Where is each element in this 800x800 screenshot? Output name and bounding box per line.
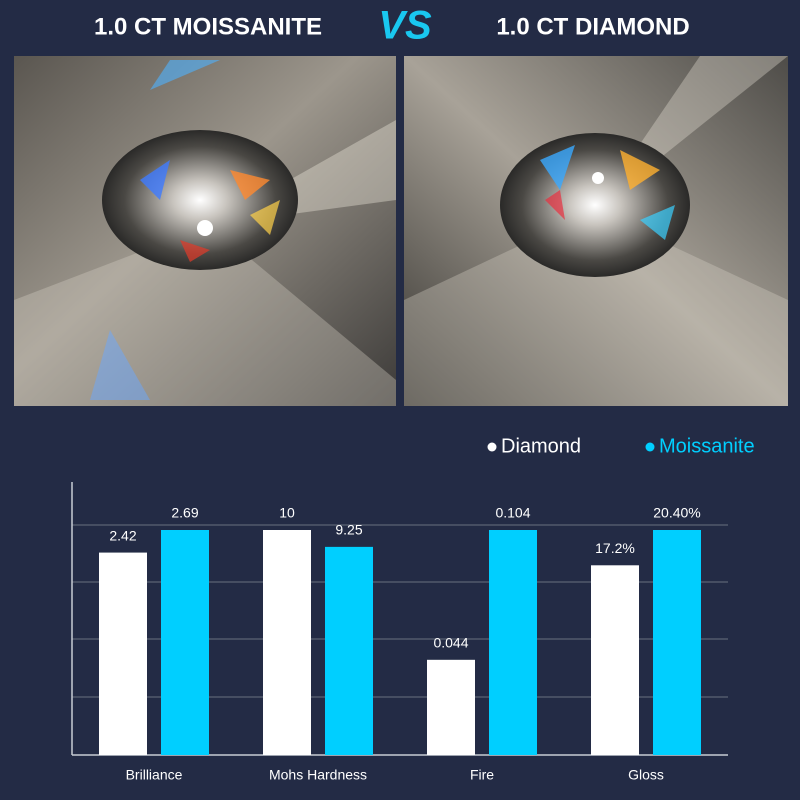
bar [263,530,311,755]
value-label: 0.044 [433,635,468,651]
legend-label: Moissanite [659,435,755,457]
bar [325,546,373,755]
bar [489,530,537,755]
x-tick-label: Brilliance [126,767,183,783]
x-tick-label: Mohs Hardness [269,767,367,783]
legend-dot [645,442,655,452]
value-label: 2.42 [109,527,136,543]
moissanite-photo [14,56,396,406]
left-title: 1.0 CT MOISSANITE [94,13,322,40]
bar [591,565,639,755]
diamond-photo [404,56,788,406]
bar [653,530,701,755]
x-tick-label: Gloss [628,767,664,783]
legend-dot [487,442,497,452]
bar [161,530,209,755]
bar [99,552,147,755]
legend-label: Diamond [501,435,581,457]
value-label: 10 [279,505,295,521]
value-label: 20.40% [653,505,700,521]
value-label: 0.104 [495,505,530,521]
value-label: 17.2% [595,540,635,556]
value-label: 2.69 [171,505,198,521]
vs-label: VS [378,4,432,48]
legend: Diamond Moissanite [487,435,755,457]
right-title: 1.0 CT DIAMOND [496,13,689,40]
value-label: 9.25 [335,522,362,538]
plot: Brilliance 2.42 2.69 Mohs Hardness 10 9.25 Fir… [99,505,701,783]
bar [427,659,475,755]
x-tick-label: Fire [470,767,494,783]
